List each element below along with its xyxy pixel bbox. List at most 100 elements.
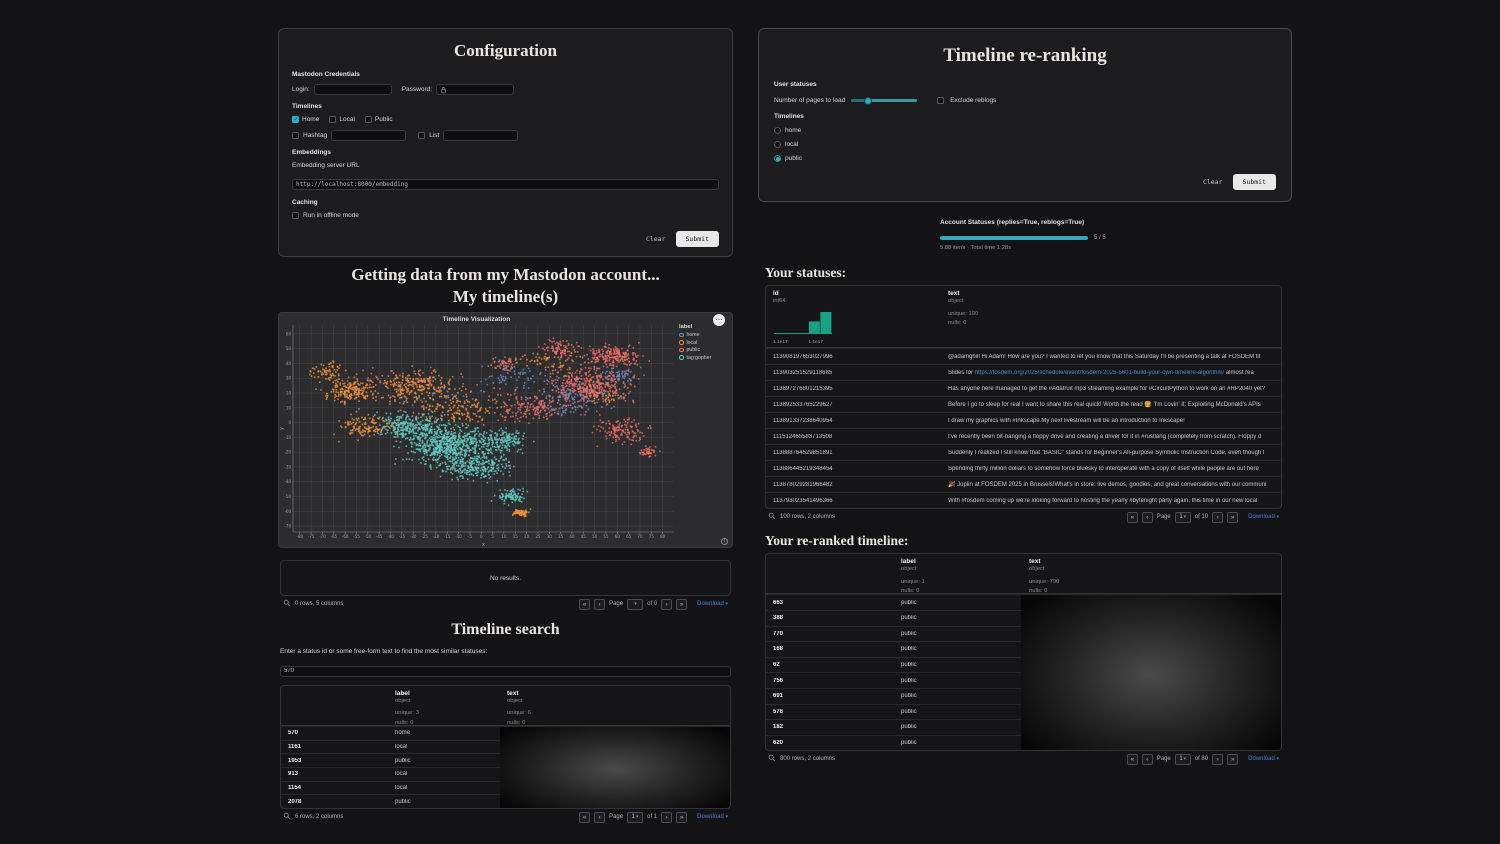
download-button[interactable]: Download ▾ <box>697 601 728 607</box>
download-button[interactable]: Download ▾ <box>1248 514 1279 520</box>
chevron-down-icon: ▾ <box>1184 756 1187 762</box>
column-type: object <box>395 697 507 706</box>
timeline-checkbox-public[interactable] <box>365 116 372 123</box>
status-search-input[interactable] <box>280 666 731 677</box>
first-page-button[interactable]: « <box>1127 512 1138 523</box>
hashtag-checkbox[interactable] <box>292 132 299 139</box>
info-icon[interactable]: i <box>721 538 728 545</box>
status-link[interactable]: https://fosdem.org/2025/schedule/event/f… <box>975 370 1224 376</box>
embeddings-heading: Embeddings <box>292 149 719 156</box>
timeline-radio-local[interactable] <box>774 141 781 148</box>
scatter-canvas[interactable] <box>279 313 734 549</box>
config-title: Configuration <box>292 41 719 61</box>
column-unique: unique: 790 <box>1029 578 1274 587</box>
previous-page-button[interactable]: ‹ <box>594 599 605 610</box>
previous-page-button[interactable]: ‹ <box>1142 512 1153 523</box>
table-row[interactable]: 111512465583713508I've recently been bit… <box>766 428 1281 444</box>
next-page-button[interactable]: › <box>661 599 672 610</box>
reranking-clear-button[interactable]: Clear <box>1203 178 1223 186</box>
search-icon[interactable] <box>768 512 776 522</box>
slider-thumb[interactable] <box>864 97 872 105</box>
row-index: 1161 <box>288 744 395 750</box>
page-select[interactable]: 1▾ <box>1175 512 1191 523</box>
rows-info: 100 rows, 2 columns <box>780 514 835 520</box>
next-page-button[interactable]: › <box>1212 754 1223 765</box>
embedding-url-input[interactable] <box>292 179 719 190</box>
download-button[interactable]: Download ▾ <box>1248 756 1279 762</box>
timeline-checkbox-local[interactable] <box>329 116 336 123</box>
reranking-submit-button[interactable]: Submit <box>1233 174 1276 190</box>
index-column-header <box>773 558 901 590</box>
row-text: Before I go to sleep for real I want to … <box>948 401 1274 408</box>
timeline-radio-label: local <box>785 141 798 148</box>
row-label: public <box>901 600 1029 606</box>
row-index: 620 <box>773 740 901 746</box>
column-type: object <box>948 297 1274 306</box>
progress-value: 5 / 5 <box>1094 235 1106 241</box>
table-row[interactable]: 113891337238640954I draw my graphics wit… <box>766 412 1281 428</box>
plot-menu-button[interactable]: ⋯ <box>713 314 725 326</box>
credentials-heading: Mastodon Credentials <box>292 71 719 78</box>
chevron-down-icon: ▾ <box>725 601 728 607</box>
table-row[interactable]: 113892533765229627Before I go to sleep f… <box>766 396 1281 412</box>
timeline-radio-home[interactable] <box>774 127 781 134</box>
search-icon[interactable] <box>283 599 291 609</box>
search-icon[interactable] <box>768 754 776 764</box>
page-select[interactable]: 1▾ <box>627 812 643 823</box>
timeline-checkbox-item: Home <box>292 116 319 123</box>
last-page-button[interactable]: » <box>1227 512 1238 523</box>
hashtag-input[interactable] <box>331 130 406 141</box>
table-row[interactable]: 113878029281968482🎉 Joplin at FOSDEM 202… <box>766 476 1281 492</box>
password-input[interactable] <box>449 85 510 94</box>
row-text: With #fosdem coming up we're looking for… <box>948 498 1274 504</box>
offline-mode-checkbox[interactable] <box>292 212 299 219</box>
first-page-button[interactable]: « <box>579 812 590 823</box>
table-row[interactable]: 113908197653027996@adamghill Hi Adam! Ho… <box>766 348 1281 364</box>
reranking-title: Timeline re-ranking <box>774 45 1276 67</box>
legend-item[interactable]: tag:gopher <box>679 355 727 361</box>
histogram-tick: 1.1e17 <box>773 340 788 345</box>
table-row[interactable]: 113793023541496366With #fosdem coming up… <box>766 492 1281 508</box>
first-page-button[interactable]: « <box>579 599 590 610</box>
legend-item[interactable]: local <box>679 340 727 346</box>
search-table-footer: 6 rows, 2 columns«‹Page1▾of 1›»Download … <box>280 809 731 825</box>
table-row[interactable]: 113886445219348454Spending thirty millio… <box>766 460 1281 476</box>
download-button[interactable]: Download ▾ <box>697 814 728 820</box>
timeline-checkbox-home[interactable] <box>292 116 299 123</box>
first-page-button[interactable]: « <box>1127 754 1138 765</box>
legend-item[interactable]: public <box>679 347 727 353</box>
histogram-axis-labels: 1.1e171.1e17 <box>773 340 837 345</box>
column-name: label <box>395 690 507 697</box>
submit-button[interactable]: Submit <box>676 231 719 247</box>
table-row[interactable]: 113897276801215395Has anyone here manage… <box>766 380 1281 396</box>
previous-page-button[interactable]: ‹ <box>1142 754 1153 765</box>
clear-button[interactable]: Clear <box>646 235 666 243</box>
row-label: public <box>901 693 1029 699</box>
pages-to-load-slider[interactable] <box>851 99 917 102</box>
exclude-reblogs-checkbox[interactable] <box>937 97 944 104</box>
last-page-button[interactable]: » <box>1227 754 1238 765</box>
next-page-button[interactable]: › <box>1212 512 1223 523</box>
table-row[interactable]: 113903251529118685Slides for https://fos… <box>766 364 1281 380</box>
page-select[interactable]: ▾ <box>627 599 643 610</box>
table-row[interactable]: 113888764529851891Suddenly I realized I … <box>766 444 1281 460</box>
legend-item[interactable]: home <box>679 332 727 338</box>
row-index: 663 <box>773 600 901 606</box>
timeline-radio-public[interactable] <box>774 155 781 162</box>
column-type: object <box>507 697 723 706</box>
login-input[interactable] <box>314 84 392 95</box>
row-text: Suddenly I realized I still know that "B… <box>948 450 1274 456</box>
timeline-radio-label: public <box>785 155 802 162</box>
row-id: 113908197653027996 <box>773 354 948 360</box>
password-field[interactable] <box>436 84 514 95</box>
list-input[interactable] <box>443 130 518 141</box>
row-index: 2078 <box>288 799 395 805</box>
column-unique: unique: 100 <box>948 310 1274 319</box>
page-select[interactable]: 1▾ <box>1175 754 1191 765</box>
last-page-button[interactable]: » <box>676 599 687 610</box>
next-page-button[interactable]: › <box>661 812 672 823</box>
search-icon[interactable] <box>283 812 291 822</box>
previous-page-button[interactable]: ‹ <box>594 812 605 823</box>
last-page-button[interactable]: » <box>676 812 687 823</box>
list-checkbox[interactable] <box>418 132 425 139</box>
